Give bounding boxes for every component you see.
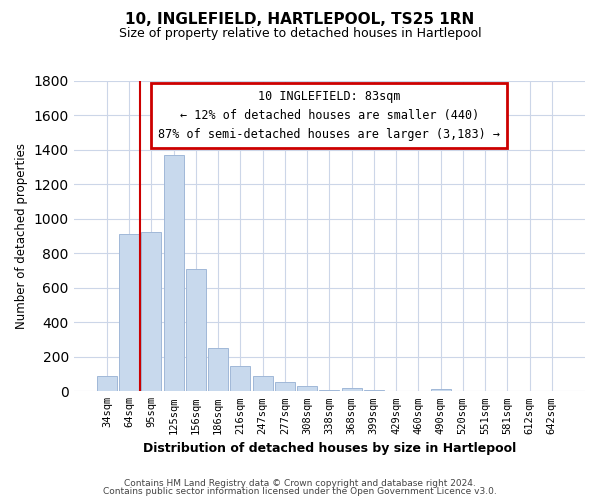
Bar xyxy=(164,154,184,392)
Text: 10 INGLEFIELD: 83sqm
← 12% of detached houses are smaller (440)
87% of semi-deta: 10 INGLEFIELD: 83sqm ← 12% of detached h… xyxy=(158,90,500,141)
Text: Contains public sector information licensed under the Open Government Licence v3: Contains public sector information licen… xyxy=(103,487,497,496)
Bar xyxy=(431,388,451,392)
Bar xyxy=(341,388,362,392)
Bar xyxy=(208,348,228,392)
Text: Size of property relative to detached houses in Hartlepool: Size of property relative to detached ho… xyxy=(119,28,481,40)
Text: Contains HM Land Registry data © Crown copyright and database right 2024.: Contains HM Land Registry data © Crown c… xyxy=(124,478,476,488)
Bar xyxy=(97,376,117,392)
Bar xyxy=(119,234,139,392)
Bar xyxy=(230,366,250,392)
Y-axis label: Number of detached properties: Number of detached properties xyxy=(15,143,28,329)
Text: 10, INGLEFIELD, HARTLEPOOL, TS25 1RN: 10, INGLEFIELD, HARTLEPOOL, TS25 1RN xyxy=(125,12,475,28)
Bar xyxy=(275,382,295,392)
Bar xyxy=(142,232,161,392)
Bar xyxy=(364,390,384,392)
Bar xyxy=(319,390,340,392)
X-axis label: Distribution of detached houses by size in Hartlepool: Distribution of detached houses by size … xyxy=(143,442,516,455)
Bar xyxy=(186,268,206,392)
Bar xyxy=(253,376,272,392)
Bar xyxy=(297,386,317,392)
